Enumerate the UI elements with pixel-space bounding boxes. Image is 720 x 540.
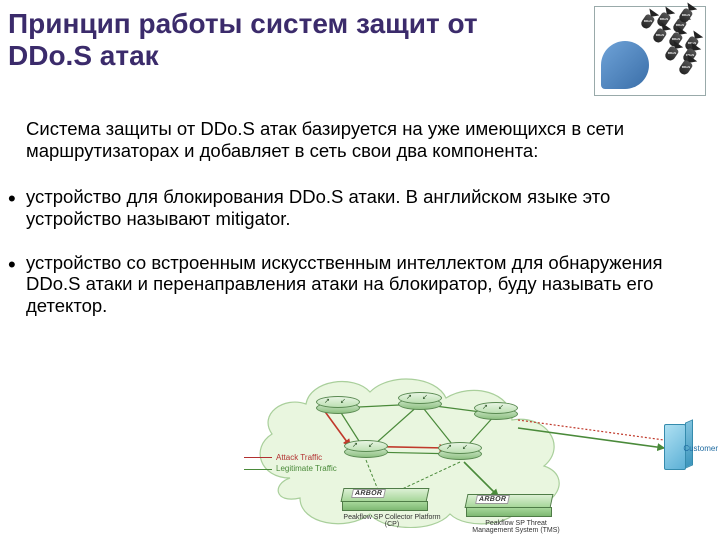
bullet-item: устройство для блокирования DDo.S атаки.…	[26, 186, 686, 230]
arbor-logo: ARBOR	[351, 489, 386, 498]
router-icon: ↗↙	[344, 440, 388, 464]
bullet-item: устройство со встроенным искусственным и…	[26, 252, 686, 317]
shield-icon	[601, 41, 649, 89]
arbor-tms-caption: Peakflow SP Threat Management System (TM…	[466, 520, 566, 535]
intro-paragraph: Система защиты от DDo.S атак базируется …	[26, 118, 686, 162]
ddos-bombs-illustration: DDoS DDoS DDoS DDoS DDoS DDoS DDoS DDoS …	[594, 6, 706, 96]
arbor-tms-device: ARBOR Peakflow SP Threat Management Syst…	[466, 494, 552, 530]
customer-label: Customer	[683, 444, 718, 453]
diagram-legend: Attack Traffic Legitimate Traffic	[244, 452, 337, 474]
router-icon: ↗↙	[438, 442, 482, 466]
arbor-cp-caption: Peakflow SP Collector Platform (CP)	[342, 514, 442, 529]
router-icon: ↗↙	[474, 402, 518, 426]
bullet-list: устройство для блокирования DDo.S атаки.…	[26, 186, 686, 339]
router-icon: ↗↙	[398, 392, 442, 416]
arbor-logo: ARBOR	[475, 495, 510, 504]
network-diagram: ↗↙ ↗↙ ↗↙ ↗↙ ↗↙ ARBOR Peakflow SP Collect…	[250, 368, 720, 540]
page-title: Принцип работы систем защит от DDo.S ата…	[8, 8, 528, 72]
arbor-cp-device: ARBOR Peakflow SP Collector Platform (CP…	[342, 488, 428, 524]
router-icon: ↗↙	[316, 396, 360, 420]
legend-legit: Legitimate Traffic	[244, 463, 337, 474]
legend-attack: Attack Traffic	[244, 452, 337, 463]
